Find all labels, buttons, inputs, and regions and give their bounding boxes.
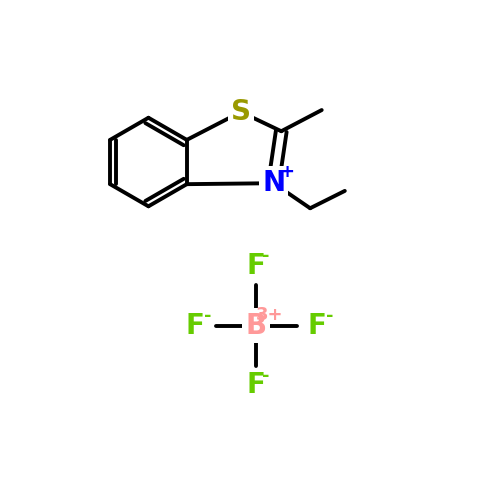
Text: S: S [231, 98, 251, 126]
Text: -: - [204, 307, 212, 325]
Text: F: F [247, 252, 266, 280]
Text: F: F [308, 312, 326, 340]
Text: -: - [262, 366, 270, 384]
Text: F: F [186, 312, 205, 340]
Text: +: + [279, 164, 294, 182]
Text: -: - [326, 307, 333, 325]
Text: -: - [262, 248, 270, 266]
Text: F: F [247, 372, 266, 400]
Text: N: N [262, 169, 285, 197]
Text: 3+: 3+ [256, 306, 283, 324]
Text: B: B [246, 312, 267, 340]
